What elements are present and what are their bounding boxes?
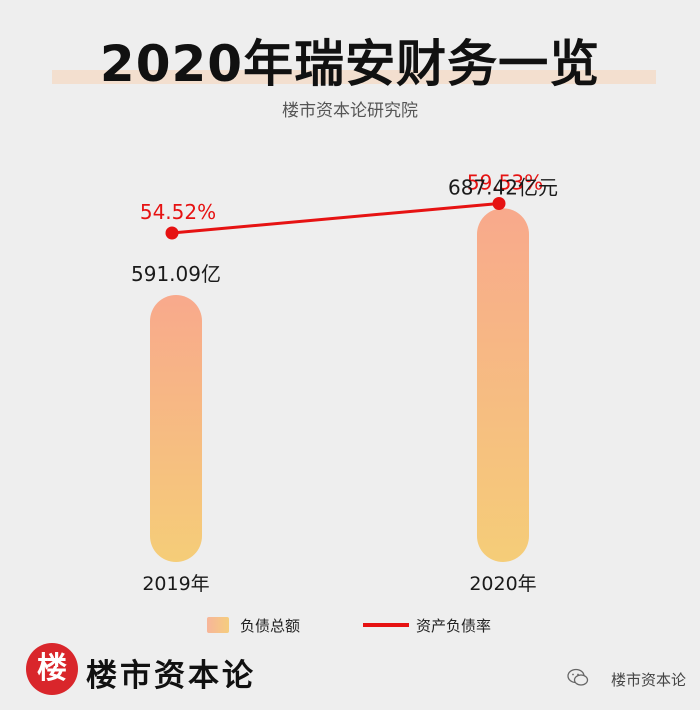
bar-value-label-1: 591.09亿 (131, 262, 221, 286)
page-title: 2020年瑞安财务一览 (99, 35, 601, 93)
brand-logo-badge: 楼 (26, 643, 78, 695)
ratio-value-label-1: 54.52% (140, 200, 216, 224)
ratio-value-label-2: 59.53% (467, 170, 543, 194)
ratio-point-2 (492, 196, 506, 210)
x-category-label-1: 2019年 (142, 573, 209, 595)
watermark-text: 楼市资本论 (610, 671, 686, 689)
ratio-line (171, 201, 500, 235)
bar-2 (477, 208, 529, 562)
x-category-label-2: 2020年 (469, 573, 536, 595)
legend-swatch-debt (207, 617, 229, 633)
wechat-icon (567, 668, 589, 686)
legend-swatch-ratio (363, 623, 409, 627)
bar-value-label-2: 687.42亿元 (448, 175, 558, 199)
chart-canvas: 54.52% 59.53% 591.09亿 2019年 687.42亿元 2020年 (131, 170, 558, 595)
brand-logo-text: 楼市资本论 (86, 658, 256, 694)
bar-1 (150, 295, 202, 562)
legend-label-debt: 负债总额 (240, 617, 301, 635)
title-highlight-band (52, 70, 656, 84)
page-subtitle: 楼市资本论研究院 (282, 101, 418, 121)
legend-label-ratio: 资产负债率 (416, 617, 492, 635)
chart-legend: 负债总额 资产负债率 (0, 614, 700, 636)
ratio-point-1 (165, 226, 179, 240)
